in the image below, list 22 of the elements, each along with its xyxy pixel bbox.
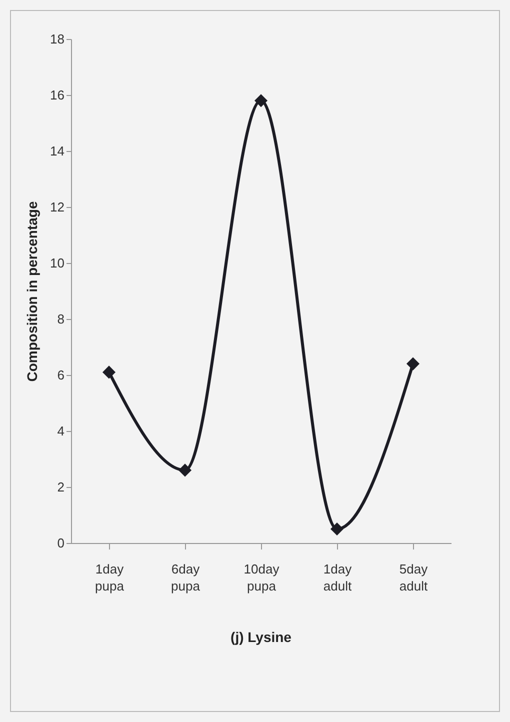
y-tick-label: 18: [50, 32, 64, 46]
y-tick-label: 2: [57, 480, 64, 494]
point: [330, 522, 344, 536]
point: [178, 464, 192, 477]
y-tick-label: 4: [57, 424, 64, 438]
x-tick-label: 5day adult: [399, 562, 428, 594]
y-tick-label: 8: [57, 312, 64, 326]
x-tick-label: 1day adult: [323, 562, 352, 594]
x-tick-label: 1day pupa: [95, 562, 125, 594]
x-tick-label: 6day pupa: [171, 562, 201, 594]
y-tick-label: 16: [50, 88, 64, 102]
y-tick-label: 14: [50, 144, 64, 158]
y-tick-label: 0: [57, 536, 64, 550]
point: [406, 357, 420, 370]
x-tick-label: 10day pupa: [244, 562, 280, 594]
point: [102, 366, 116, 379]
text: (j) Lysine: [230, 629, 292, 645]
y-axis-title: Composition in percentage: [24, 201, 40, 382]
y-tick-label: 10: [50, 256, 64, 270]
point: [254, 94, 268, 108]
y-tick-label: 12: [50, 200, 64, 214]
y-tick-label: 6: [57, 368, 64, 382]
